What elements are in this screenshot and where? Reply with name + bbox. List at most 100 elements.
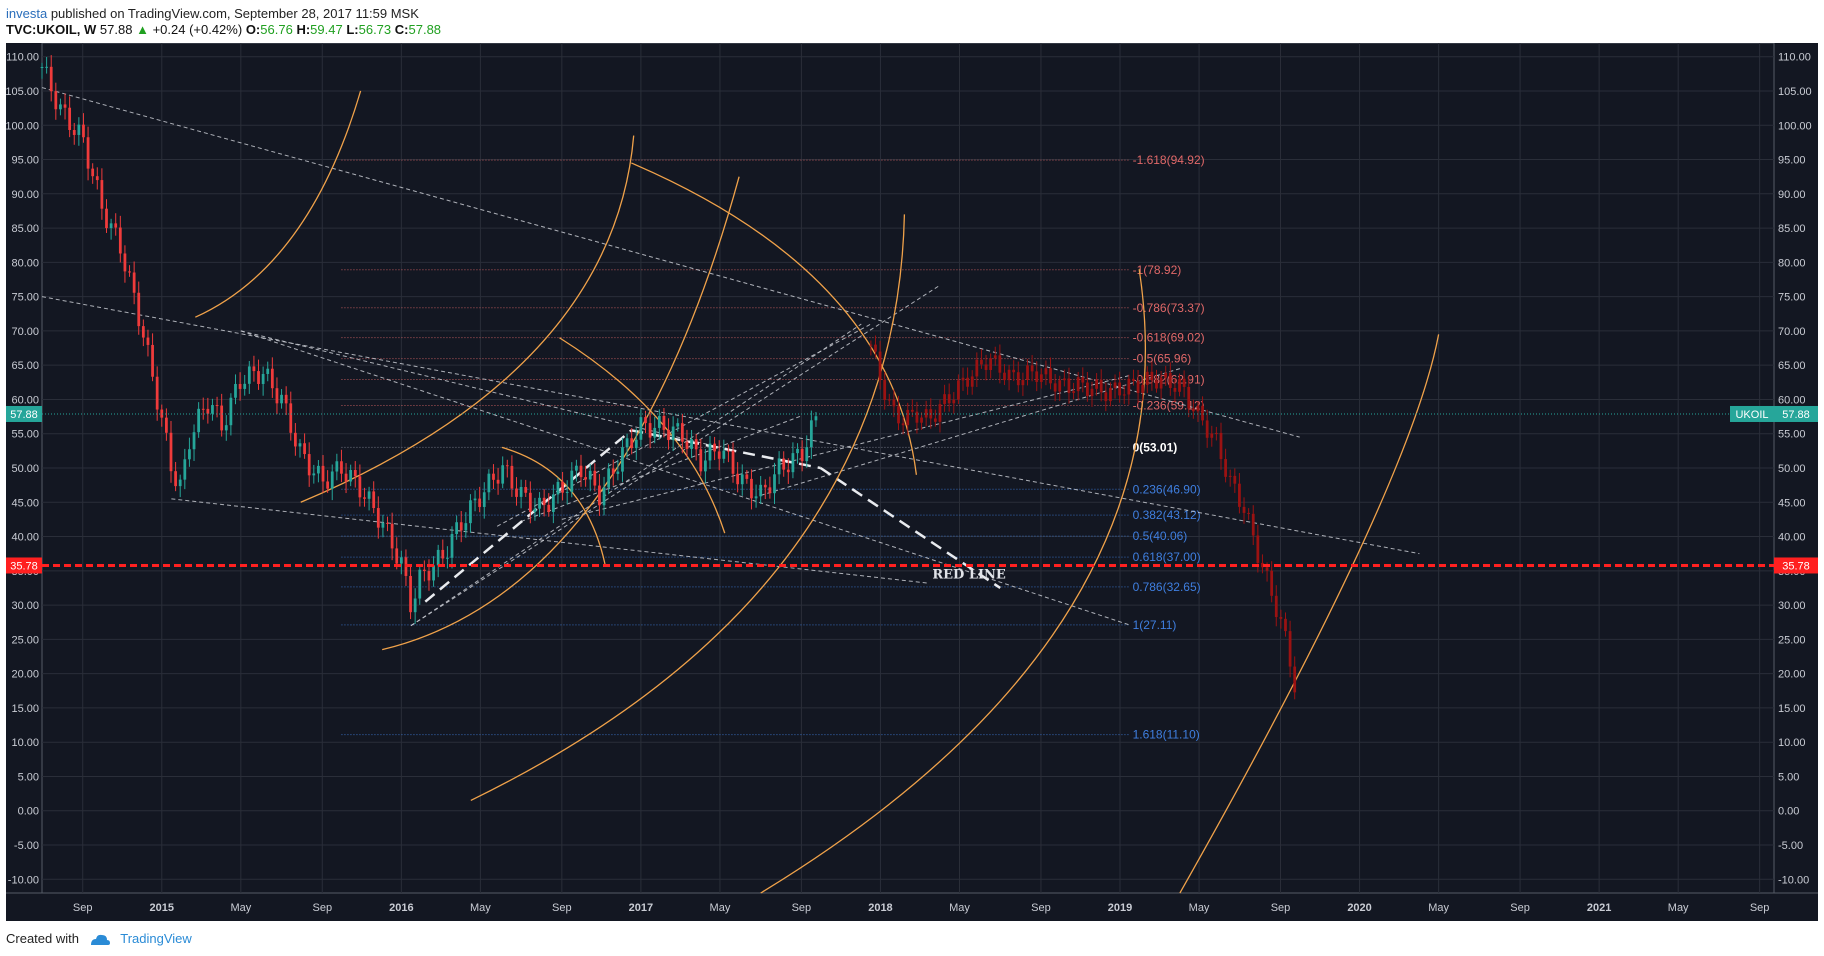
candle-body bbox=[786, 469, 790, 473]
candle-body bbox=[768, 487, 772, 494]
projected-candle-body bbox=[970, 376, 974, 387]
projected-candle-body bbox=[1215, 432, 1218, 434]
chart-area[interactable]: 110.00 110.00 105.00 105.00 100.00 100.00 95.0… bbox=[5, 42, 1818, 921]
candle-body bbox=[630, 438, 634, 449]
x-tick-label: May bbox=[1189, 902, 1210, 914]
candle-body bbox=[736, 473, 740, 485]
candle-body bbox=[399, 557, 403, 564]
candle-body bbox=[353, 469, 357, 477]
x-tick-label: May bbox=[949, 902, 970, 914]
candle-body bbox=[165, 417, 168, 433]
candle-body bbox=[662, 415, 666, 430]
candle-body bbox=[215, 405, 219, 407]
candle-body bbox=[91, 168, 95, 177]
projected-candle-body bbox=[1136, 380, 1140, 393]
candle-body bbox=[690, 439, 693, 449]
candle-body bbox=[307, 454, 311, 476]
fib-level-label: 0.786(32.65) bbox=[1133, 580, 1201, 594]
candle-body bbox=[584, 477, 587, 480]
y-tick-label-right: 65.00 bbox=[1778, 360, 1806, 372]
candle-body bbox=[344, 473, 348, 482]
candle-body bbox=[409, 575, 412, 613]
projected-candle-body bbox=[1205, 420, 1209, 438]
candle-body bbox=[386, 522, 389, 524]
candle-body bbox=[455, 522, 459, 535]
last-price: 57.88 bbox=[99, 22, 133, 37]
candle-body bbox=[570, 470, 574, 492]
candle-body bbox=[317, 465, 320, 474]
y-tick-label-left: 55.00 bbox=[11, 429, 39, 441]
candle-body bbox=[653, 427, 657, 438]
x-tick-label: May bbox=[1668, 902, 1689, 914]
fib-level-label: 1.618(11.10) bbox=[1133, 728, 1200, 742]
projected-candle-body bbox=[1168, 372, 1172, 388]
candle-body bbox=[211, 405, 214, 414]
projected-candle-body bbox=[1159, 377, 1163, 389]
y-tick-label-right: 75.00 bbox=[1778, 292, 1806, 304]
y-tick-label-left: 110.00 bbox=[6, 52, 39, 64]
y-tick-label-right: 50.00 bbox=[1778, 463, 1806, 475]
projected-candle-body bbox=[906, 409, 910, 426]
candle-body bbox=[422, 569, 426, 572]
projected-candle-body bbox=[1044, 368, 1048, 375]
candle-body bbox=[303, 443, 306, 455]
x-tick-label: Sep bbox=[792, 902, 812, 914]
x-tick-label: May bbox=[1428, 902, 1449, 914]
price-chart[interactable]: 110.00 110.00 105.00 105.00 100.00 100.00 95.0… bbox=[5, 42, 1818, 921]
candle-body bbox=[777, 458, 781, 475]
candle-body bbox=[657, 415, 661, 428]
author-link[interactable]: investa bbox=[6, 6, 48, 21]
last-price-tag-right-text: 57.88 bbox=[1782, 409, 1810, 421]
candle-body bbox=[469, 500, 472, 524]
low-value: 56.73 bbox=[358, 22, 392, 37]
projected-candle-body bbox=[1021, 379, 1025, 386]
projected-candle-body bbox=[1067, 378, 1071, 393]
y-tick-label-left: 20.00 bbox=[11, 669, 39, 681]
candle-body bbox=[625, 438, 629, 448]
projected-candle-body bbox=[1274, 595, 1278, 618]
projected-candle-body bbox=[980, 359, 983, 365]
candle-body bbox=[160, 409, 164, 418]
candle-body bbox=[750, 478, 753, 499]
projected-candle-body bbox=[1090, 388, 1094, 397]
projected-candle-body bbox=[901, 423, 905, 426]
candle-body bbox=[588, 470, 592, 480]
last-price-tag-right bbox=[1774, 405, 1818, 422]
y-tick-label-right: 25.00 bbox=[1778, 634, 1806, 646]
projected-candle-body bbox=[1201, 405, 1204, 421]
candle-body bbox=[367, 491, 371, 499]
y-tick-label-left: 25.00 bbox=[11, 634, 39, 646]
candle-body bbox=[464, 523, 468, 531]
candle-body bbox=[805, 447, 809, 462]
x-tick-label: Sep bbox=[1510, 902, 1530, 914]
projected-candle-body bbox=[1233, 475, 1237, 484]
y-tick-label-left: 30.00 bbox=[11, 600, 39, 612]
projected-candle-body bbox=[1026, 365, 1029, 380]
candle-body bbox=[109, 223, 113, 229]
projected-candle-body bbox=[915, 411, 919, 423]
candle-body bbox=[667, 429, 670, 441]
candle-body bbox=[496, 479, 500, 484]
y-tick-label-left: 15.00 bbox=[11, 703, 39, 715]
close-value: 57.88 bbox=[408, 22, 442, 37]
candle-body bbox=[59, 104, 62, 110]
candle-body bbox=[363, 497, 366, 499]
tradingview-logo-icon bbox=[90, 934, 110, 945]
projected-candle-body bbox=[993, 355, 997, 359]
x-tick-label: Sep bbox=[312, 902, 332, 914]
gann-arc bbox=[760, 269, 1146, 894]
projected-candle-body bbox=[1058, 380, 1062, 392]
candle-body bbox=[427, 571, 431, 581]
candle-body bbox=[372, 491, 376, 509]
red-line-label: RED LINE bbox=[932, 567, 1006, 582]
projected-candle-body bbox=[910, 409, 914, 412]
projected-candle-body bbox=[933, 418, 937, 422]
candle-body bbox=[137, 292, 141, 327]
candle-body bbox=[183, 459, 187, 480]
gann-arc bbox=[631, 162, 918, 475]
y-tick-label-right: 90.00 bbox=[1778, 189, 1806, 201]
x-tick-label: Sep bbox=[73, 902, 93, 914]
y-tick-label-right: 40.00 bbox=[1778, 532, 1806, 544]
candle-body bbox=[524, 487, 528, 493]
tradingview-link[interactable]: TradingView bbox=[120, 931, 192, 946]
